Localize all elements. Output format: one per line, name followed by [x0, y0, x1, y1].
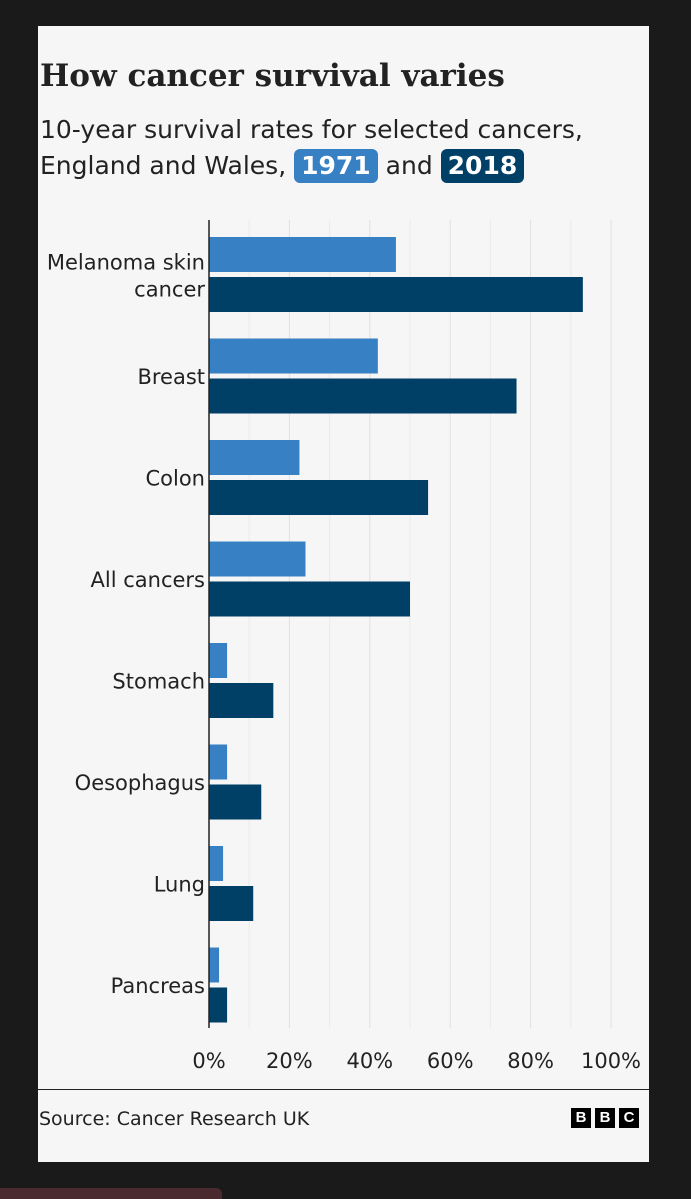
bar-1971 [209, 744, 228, 780]
bbc-logo-c: C [619, 1108, 639, 1128]
bar-1971 [209, 338, 378, 374]
x-tick-label: 100% [581, 1049, 641, 1073]
bar-2018 [209, 683, 274, 718]
bar-2018 [209, 987, 228, 1023]
bar-2018 [209, 378, 517, 414]
subtitle-text: 10-year survival rates for selected canc… [40, 115, 583, 180]
bbc-logo-b1: B [571, 1108, 591, 1128]
bar-1971 [209, 237, 396, 272]
category-label: Lung [154, 873, 205, 897]
legend-2018: 2018 [440, 149, 525, 183]
bar-1971 [209, 440, 300, 475]
bar-1971 [209, 846, 224, 881]
source-note: Source: Cancer Research UK [39, 1108, 310, 1130]
subtitle-conj: and [385, 151, 433, 180]
bar-2018 [209, 277, 583, 312]
bottom-strip [0, 1188, 222, 1199]
bar-1971 [209, 643, 228, 678]
category-label: Oesophagus [75, 771, 205, 795]
chart-subtitle: 10-year survival rates for selected canc… [40, 112, 640, 184]
category-label-line: cancer [134, 278, 205, 302]
category-label: Melanoma skin cancer [47, 251, 206, 302]
category-label: Colon [145, 467, 205, 491]
x-tick-label: 20% [266, 1049, 313, 1073]
bar-2018 [209, 480, 429, 515]
x-tick-label: 40% [346, 1049, 393, 1073]
x-tick-label: 0% [192, 1049, 225, 1073]
category-label: Pancreas [111, 974, 205, 998]
bbc-logo-b2: B [595, 1108, 615, 1128]
chart-title: How cancer survival varies [40, 58, 505, 94]
bar-1971 [209, 541, 306, 577]
chart-card: How cancer survival varies 10-year survi… [38, 26, 649, 1162]
x-tick-label: 80% [507, 1049, 554, 1073]
footer-rule [38, 1089, 649, 1090]
category-label: All cancers [91, 568, 205, 592]
x-tick-label: 60% [427, 1049, 474, 1073]
bar-chart: 0% 20% 40% 60% 80% 100% Melanoma skin cancer Bre… [47, 220, 641, 1073]
category-label: Stomach [112, 670, 205, 694]
bar-2018 [209, 886, 254, 921]
legend-1971: 1971 [294, 149, 378, 183]
category-label: Breast [137, 365, 205, 389]
bar-1971 [209, 947, 220, 983]
bbc-logo: B B C [571, 1108, 639, 1128]
category-label-line: Melanoma skin [47, 251, 205, 275]
bar-2018 [209, 581, 410, 617]
bar-2018 [209, 784, 262, 820]
